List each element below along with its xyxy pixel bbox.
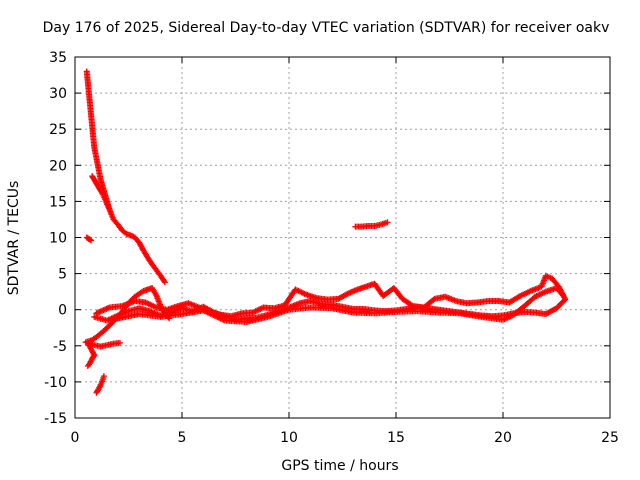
y-tick-label: 10 — [49, 231, 67, 247]
grid-lines — [75, 57, 610, 418]
y-tick-label: 15 — [49, 194, 67, 210]
y-tick-label: 5 — [58, 267, 67, 283]
data-point — [161, 277, 168, 284]
y-tick-label: 0 — [58, 303, 67, 319]
x-axis-label: GPS time / hours — [281, 458, 398, 474]
x-tick-label: 0 — [71, 430, 80, 446]
y-tick-label: -5 — [53, 339, 67, 355]
data-point — [562, 295, 569, 302]
y-tick-label: 35 — [49, 50, 67, 66]
x-tick-label: 15 — [387, 430, 405, 446]
chart-title: Day 176 of 2025, Sidereal Day-to-day VTE… — [43, 20, 610, 36]
x-tick-label: 20 — [494, 430, 512, 446]
data-point — [430, 296, 437, 303]
x-tick-label: 25 — [601, 430, 619, 446]
data-point — [344, 290, 351, 297]
data-point — [558, 291, 565, 298]
y-tick-label: 25 — [49, 122, 67, 138]
data-point — [408, 302, 415, 309]
x-tick-label: 5 — [178, 430, 187, 446]
x-tick-label: 10 — [280, 430, 298, 446]
data-points — [82, 68, 569, 396]
data-point — [88, 237, 95, 244]
data-point — [106, 205, 113, 212]
data-point — [559, 292, 566, 299]
y-tick-label: -15 — [44, 411, 67, 427]
data-point — [161, 279, 168, 286]
axis-ticks: 0 5 10 15 20 25 -15 -10 -5 0 5 10 15 20 25 30 35 — [44, 50, 619, 446]
data-point — [116, 339, 123, 346]
y-tick-label: -10 — [44, 375, 67, 391]
data-point — [384, 219, 391, 226]
data-point — [86, 236, 93, 243]
plot-frame — [74, 56, 611, 419]
data-point — [100, 373, 107, 380]
y-tick-label: 20 — [49, 158, 67, 174]
y-tick-label: 30 — [49, 86, 67, 102]
y-axis-label: SDTVAR / TECUs — [6, 181, 22, 296]
